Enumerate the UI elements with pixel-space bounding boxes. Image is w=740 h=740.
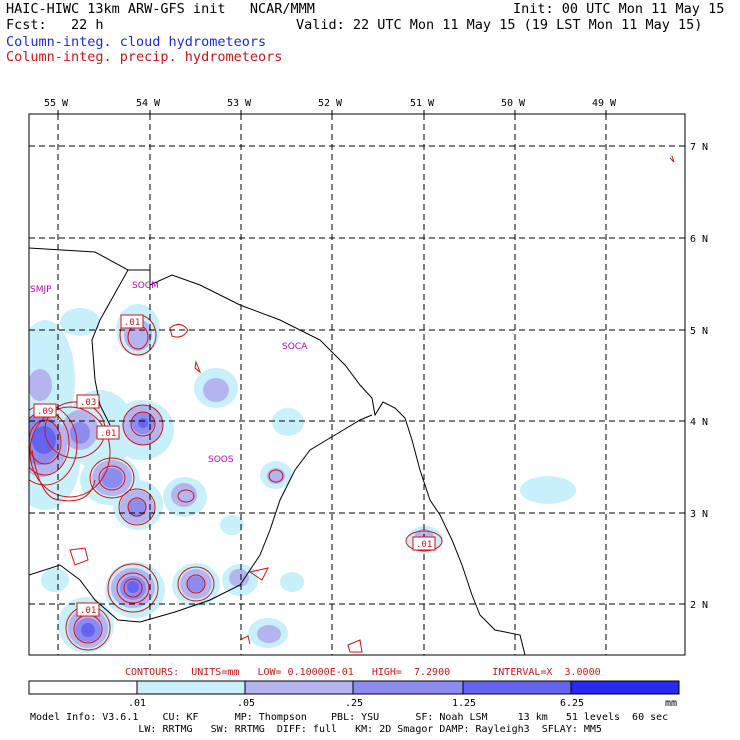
contour-label: .01 xyxy=(80,606,96,616)
colorbar-tick-label: .25 xyxy=(345,698,363,709)
lon-label: 55 W xyxy=(44,98,69,109)
plot-frame xyxy=(28,113,686,656)
lon-label: 50 W xyxy=(501,98,526,109)
colorbar-unit: mm xyxy=(665,698,677,709)
lat-label: 7 N xyxy=(690,142,708,153)
field-layer xyxy=(29,155,675,653)
title-left: HAIC-HIWC 13km ARW-GFS init NCAR/MMM xyxy=(6,1,315,17)
contour-label: .09 xyxy=(37,407,53,417)
lon-label: 54 W xyxy=(136,98,161,109)
legend-precip: Column-integ. precip. hydrometeors xyxy=(6,49,283,65)
lat-label: 3 N xyxy=(690,509,708,520)
lat-label: 4 N xyxy=(690,417,708,428)
lat-label: 5 N xyxy=(690,326,708,337)
lat-label: 2 N xyxy=(690,600,708,611)
contours-info: CONTOURS: UNITS=mm LOW= 0.10000E-01 HIGH… xyxy=(125,667,601,678)
lon-label: 51 W xyxy=(410,98,435,109)
colorbar-tick-label: 6.25 xyxy=(560,698,584,709)
valid-time: Valid: 22 UTC Mon 11 May 15 (19 LST Mon … xyxy=(296,17,703,33)
init-time: Init: 00 UTC Mon 11 May 15 xyxy=(513,1,725,17)
colorbar-tick-label: .05 xyxy=(237,698,255,709)
station-label: SOCM xyxy=(132,281,159,291)
contour-label: .01 xyxy=(416,540,432,550)
contour-label: .01 xyxy=(100,429,116,439)
station-label: SOCA xyxy=(282,342,308,352)
colorbar-tick-label: 1.25 xyxy=(452,698,476,709)
lon-label: 53 W xyxy=(227,98,252,109)
lon-label: 49 W xyxy=(592,98,617,109)
legend-cloud: Column-integ. cloud hydrometeors xyxy=(6,34,267,50)
lat-lon-grid xyxy=(29,114,685,655)
cloud-shading-heavy xyxy=(32,418,148,637)
colorbar-tick-label: .01 xyxy=(128,698,146,709)
contour-label: .03 xyxy=(80,398,96,408)
colorbar xyxy=(28,680,680,695)
lat-label: 6 N xyxy=(690,234,708,245)
forecast-hour: Fcst: 22 h xyxy=(6,17,104,33)
model-info-line1: Model Info: V3.6.1 CU: KF MP: Thompson P… xyxy=(30,712,669,723)
station-label: SOOS xyxy=(208,455,234,465)
model-info-line2: LW: RRTMG SW: RRTMG DIFF: full KM: 2D Sm… xyxy=(30,724,602,735)
lon-label: 52 W xyxy=(318,98,343,109)
station-label: SMJP xyxy=(30,285,52,295)
coastlines xyxy=(29,247,526,655)
contour-label: .01 xyxy=(124,318,140,328)
